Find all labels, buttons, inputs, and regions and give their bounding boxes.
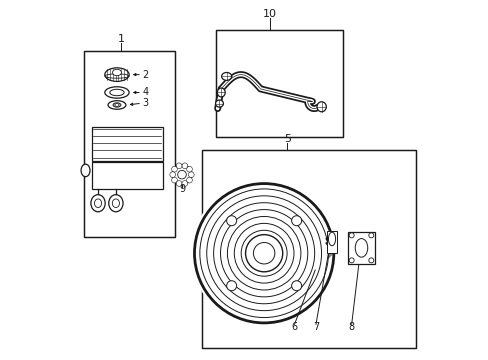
- Text: 5: 5: [284, 134, 290, 144]
- Text: 10: 10: [262, 9, 276, 19]
- Ellipse shape: [108, 195, 123, 212]
- Text: 2: 2: [142, 69, 149, 80]
- Bar: [91, 162, 163, 189]
- Ellipse shape: [112, 199, 119, 207]
- Circle shape: [368, 258, 373, 263]
- Circle shape: [171, 177, 177, 183]
- Text: 7: 7: [312, 322, 318, 332]
- Text: 4: 4: [142, 87, 148, 98]
- Text: 9: 9: [179, 184, 184, 194]
- Ellipse shape: [104, 87, 129, 98]
- Circle shape: [171, 166, 177, 172]
- Circle shape: [245, 235, 282, 272]
- Bar: [326, 231, 337, 252]
- Circle shape: [182, 181, 187, 186]
- Ellipse shape: [104, 68, 129, 81]
- Text: 8: 8: [348, 322, 354, 332]
- Ellipse shape: [112, 69, 121, 76]
- Ellipse shape: [215, 100, 223, 107]
- Circle shape: [348, 233, 353, 238]
- Circle shape: [172, 165, 192, 185]
- Circle shape: [226, 216, 236, 226]
- Ellipse shape: [316, 102, 325, 112]
- Circle shape: [348, 258, 353, 263]
- Bar: [83, 51, 175, 237]
- Circle shape: [368, 233, 373, 238]
- Bar: [216, 30, 342, 137]
- Ellipse shape: [108, 101, 125, 109]
- Circle shape: [169, 172, 175, 177]
- Bar: [83, 51, 175, 237]
- Bar: [216, 30, 342, 137]
- Ellipse shape: [110, 89, 124, 96]
- Ellipse shape: [354, 239, 367, 257]
- Circle shape: [190, 180, 337, 327]
- Ellipse shape: [217, 88, 225, 97]
- Circle shape: [226, 281, 236, 291]
- Circle shape: [177, 170, 186, 179]
- Circle shape: [186, 177, 192, 183]
- Ellipse shape: [328, 232, 335, 246]
- Circle shape: [188, 172, 194, 177]
- Ellipse shape: [221, 72, 231, 80]
- Ellipse shape: [94, 199, 102, 207]
- Text: 6: 6: [291, 322, 297, 332]
- Ellipse shape: [115, 104, 119, 107]
- Circle shape: [186, 166, 192, 172]
- Bar: [201, 150, 415, 348]
- Ellipse shape: [81, 164, 90, 177]
- Bar: [347, 232, 374, 264]
- Circle shape: [291, 281, 301, 291]
- Circle shape: [182, 163, 187, 169]
- Text: 3: 3: [142, 98, 148, 108]
- Bar: [91, 127, 163, 161]
- Circle shape: [253, 243, 274, 264]
- Ellipse shape: [91, 195, 105, 212]
- Ellipse shape: [113, 103, 121, 107]
- Circle shape: [176, 163, 182, 169]
- Circle shape: [291, 216, 301, 226]
- Circle shape: [176, 181, 182, 186]
- Text: 1: 1: [118, 34, 124, 44]
- Bar: [201, 150, 415, 348]
